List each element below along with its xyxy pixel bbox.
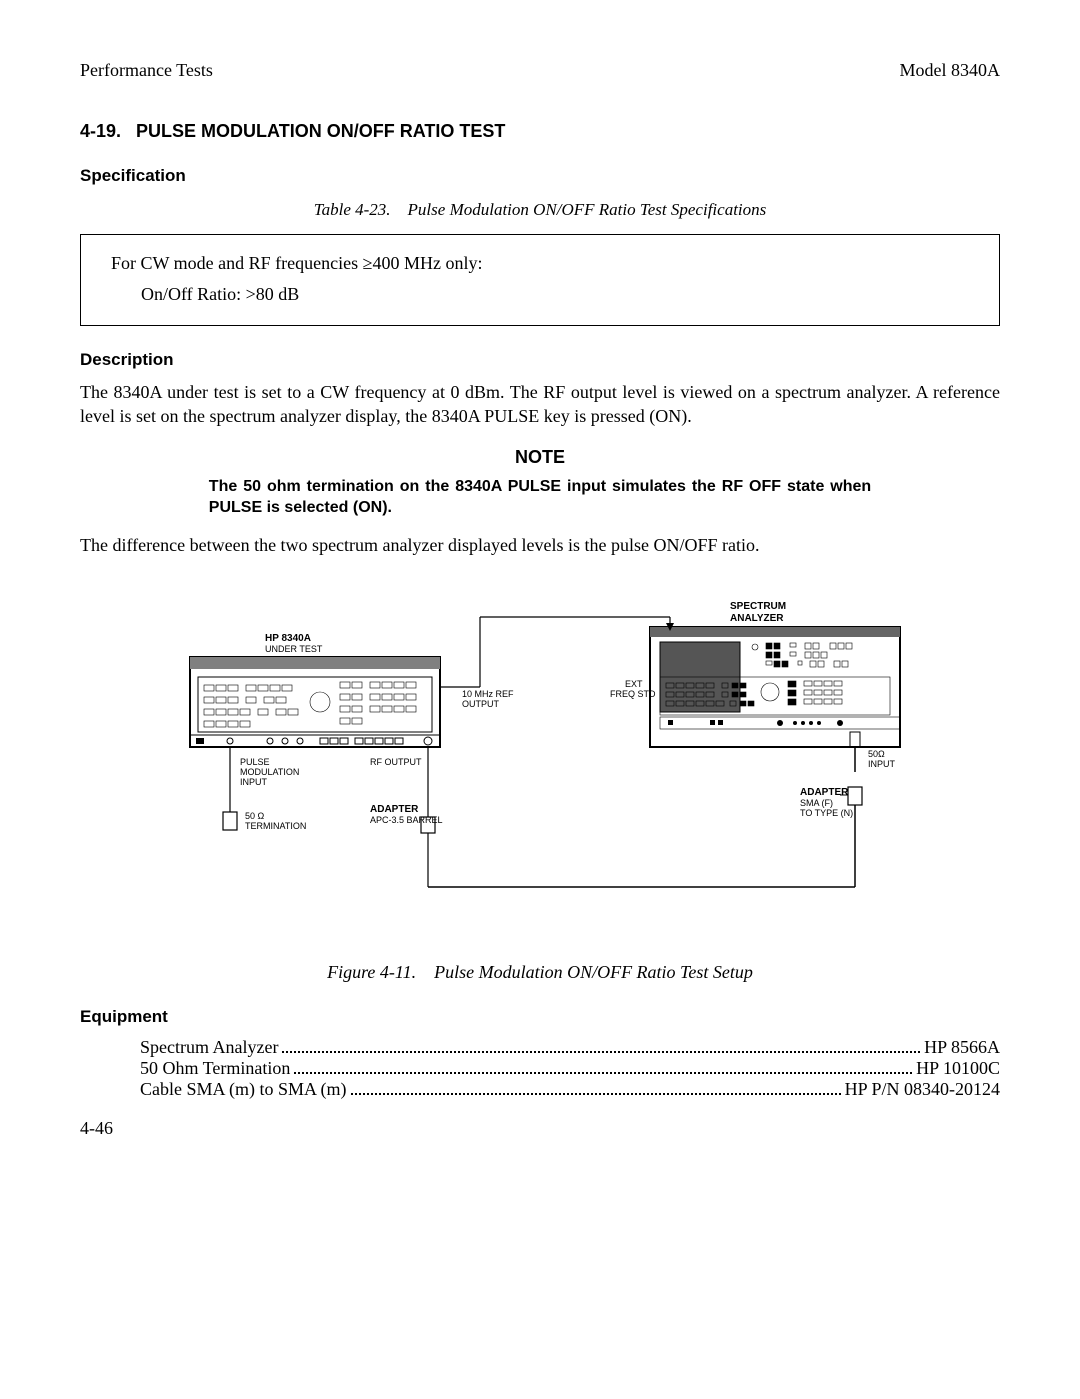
- section-number: 4-19.: [80, 121, 121, 141]
- figure-caption-text: Pulse Modulation ON/OFF Ratio Test Setup: [434, 962, 753, 982]
- label-freqstd: FREQ STD: [610, 689, 656, 699]
- equipment-pn: HP 8566A: [924, 1037, 1000, 1058]
- dot-leader: [294, 1059, 912, 1074]
- hp8340a-top: [190, 657, 440, 669]
- label-input: INPUT: [240, 777, 268, 787]
- label-analyzer: ANALYZER: [730, 613, 784, 624]
- spec-line2: On/Off Ratio: >80 dB: [141, 284, 969, 305]
- label-totypen: TO TYPE (N): [800, 808, 853, 818]
- label-input2: INPUT: [868, 759, 896, 769]
- label-hp8340a: HP 8340A: [265, 633, 311, 644]
- spec-heading: Specification: [80, 166, 1000, 186]
- equipment-row: 50 Ohm Termination HP 10100C: [140, 1058, 1000, 1079]
- label-output: OUTPUT: [462, 699, 500, 709]
- equipment-pn: HP P/N 08340-20124: [845, 1079, 1000, 1100]
- label-spectrum: SPECTRUM: [730, 601, 786, 612]
- figure-diagram: SPECTRUM ANALYZER HP 8340A UNDER TEST: [170, 597, 910, 932]
- header-right: Model 8340A: [900, 60, 1001, 81]
- label-50ohm-in: 50Ω: [868, 749, 885, 759]
- equipment-row: Cable SMA (m) to SMA (m) HP P/N 08340-20…: [140, 1079, 1000, 1100]
- equipment-name: Spectrum Analyzer: [140, 1037, 278, 1058]
- equipment-heading: Equipment: [80, 1007, 1000, 1027]
- label-adapter2: ADAPTER: [800, 787, 849, 798]
- description-para2: The difference between the two spectrum …: [80, 533, 1000, 557]
- spec-box: For CW mode and RF frequencies ≥400 MHz …: [80, 234, 1000, 326]
- label-termination: TERMINATION: [245, 821, 306, 831]
- section-title-text: PULSE MODULATION ON/OFF RATIO TEST: [136, 121, 505, 141]
- figure-caption: Figure 4-11. Pulse Modulation ON/OFF Rat…: [80, 962, 1000, 983]
- table-caption-label: Table 4-23.: [314, 200, 391, 219]
- page-number: 4-46: [80, 1118, 1000, 1139]
- table-caption-text: Pulse Modulation ON/OFF Ratio Test Speci…: [408, 200, 767, 219]
- label-apc35: APC-3.5 BARREL: [370, 815, 443, 825]
- label-rfoutput: RF OUTPUT: [370, 757, 422, 767]
- description-para1: The 8340A under test is set to a CW freq…: [80, 380, 1000, 429]
- note-heading: NOTE: [80, 447, 1000, 468]
- label-ext: EXT: [625, 679, 643, 689]
- figure-caption-label: Figure 4-11.: [327, 962, 416, 982]
- header-left: Performance Tests: [80, 60, 213, 81]
- label-undertest: UNDER TEST: [265, 644, 323, 654]
- dot-leader: [282, 1038, 920, 1053]
- spec-line1: For CW mode and RF frequencies ≥400 MHz …: [111, 253, 969, 274]
- label-10mhz: 10 MHz REF: [462, 689, 514, 699]
- equipment-name: Cable SMA (m) to SMA (m): [140, 1079, 347, 1100]
- section-title: 4-19. PULSE MODULATION ON/OFF RATIO TEST: [80, 121, 1000, 142]
- label-pulse: PULSE: [240, 757, 270, 767]
- equipment-list: Spectrum Analyzer HP 8566A 50 Ohm Termin…: [140, 1037, 1000, 1100]
- dot-leader: [351, 1080, 841, 1095]
- page-header: Performance Tests Model 8340A: [80, 60, 1000, 81]
- hp8340a-box: [190, 657, 440, 747]
- label-smaf: SMA (F): [800, 798, 833, 808]
- description-heading: Description: [80, 350, 1000, 370]
- equipment-row: Spectrum Analyzer HP 8566A: [140, 1037, 1000, 1058]
- note-body: The 50 ohm termination on the 8340A PULS…: [209, 476, 871, 519]
- equipment-pn: HP 10100C: [916, 1058, 1000, 1079]
- label-50ohm: 50 Ω: [245, 811, 265, 821]
- equipment-name: 50 Ohm Termination: [140, 1058, 290, 1079]
- label-modulation: MODULATION: [240, 767, 299, 777]
- label-adapter: ADAPTER: [370, 804, 419, 815]
- table-caption: Table 4-23. Pulse Modulation ON/OFF Rati…: [80, 200, 1000, 220]
